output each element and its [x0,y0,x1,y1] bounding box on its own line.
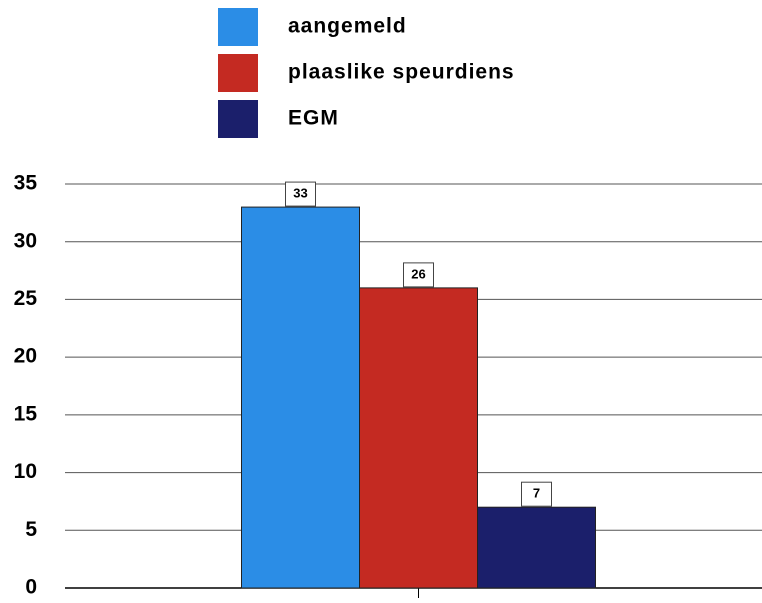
bar [241,206,360,589]
data-label-box [285,181,316,207]
y-tick-label: 10 [14,460,37,483]
data-label-box [403,262,434,288]
legend-label: EGM [288,107,339,130]
legend-swatch [218,8,258,46]
legend-label: aangemeld [288,15,407,38]
bar [477,506,596,589]
data-label: 7 [533,486,540,501]
data-label: 33 [293,186,307,201]
y-tick-label: 5 [25,518,37,541]
y-tick-label: 35 [14,172,38,195]
y-tick-label: 0 [25,576,37,599]
y-tick-label: 30 [14,229,37,252]
legend-swatch [218,100,258,138]
y-tick-label: 25 [14,287,38,310]
legend-label: plaaslike speurdiens [288,61,515,84]
legend-swatch [218,54,258,92]
data-label-box [521,481,552,507]
data-label: 26 [411,266,425,281]
bar [359,287,478,589]
y-tick-label: 15 [14,402,38,425]
y-tick-label: 20 [14,345,37,368]
